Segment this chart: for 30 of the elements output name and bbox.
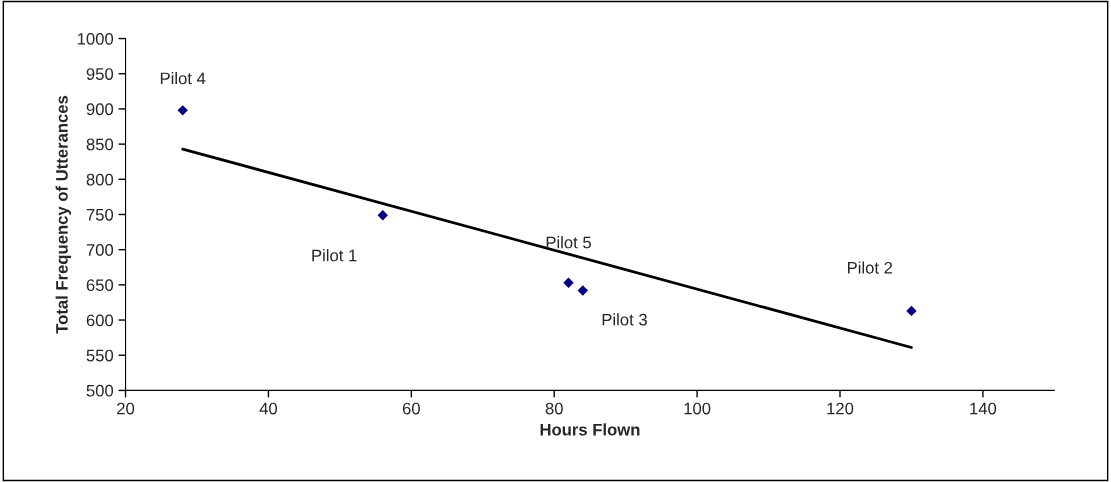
y-tick-label: 850 — [86, 138, 114, 151]
y-tick-label: 1000 — [77, 32, 114, 45]
x-tick-label: 20 — [117, 402, 135, 415]
point — [177, 105, 188, 116]
annotation: Pilot 4 — [160, 72, 206, 85]
x-tick-label: 140 — [970, 402, 997, 415]
x-tick-label: 100 — [684, 402, 711, 415]
y-tick-label: 650 — [86, 279, 114, 292]
y-tick-label: 900 — [86, 103, 114, 116]
x-axis-title: Hours Flown — [540, 423, 640, 436]
point — [577, 285, 588, 296]
y-tick-label: 500 — [86, 384, 114, 397]
annotation: Pilot 3 — [602, 313, 647, 326]
point — [377, 210, 388, 221]
y-tick-label: 600 — [86, 314, 114, 327]
x-tick-label: 40 — [259, 402, 278, 415]
x-tick-label: 60 — [402, 402, 420, 415]
annotation: Pilot 5 — [546, 236, 591, 249]
point — [906, 305, 917, 317]
annotation: Pilot 1 — [312, 249, 357, 262]
y-tick-label: 550 — [86, 349, 114, 362]
annotation: Pilot 2 — [847, 261, 893, 274]
x-tick-label: 120 — [827, 402, 854, 415]
y-axis-title: Total Frequency of Utterances — [55, 95, 72, 334]
x-tick-label: 80 — [545, 402, 563, 415]
y-tick-label: 700 — [86, 244, 114, 256]
y-tick-label: 800 — [86, 173, 114, 186]
point — [563, 277, 574, 288]
y-tick-label: 950 — [86, 68, 114, 80]
y-tick-label: 750 — [86, 208, 114, 221]
